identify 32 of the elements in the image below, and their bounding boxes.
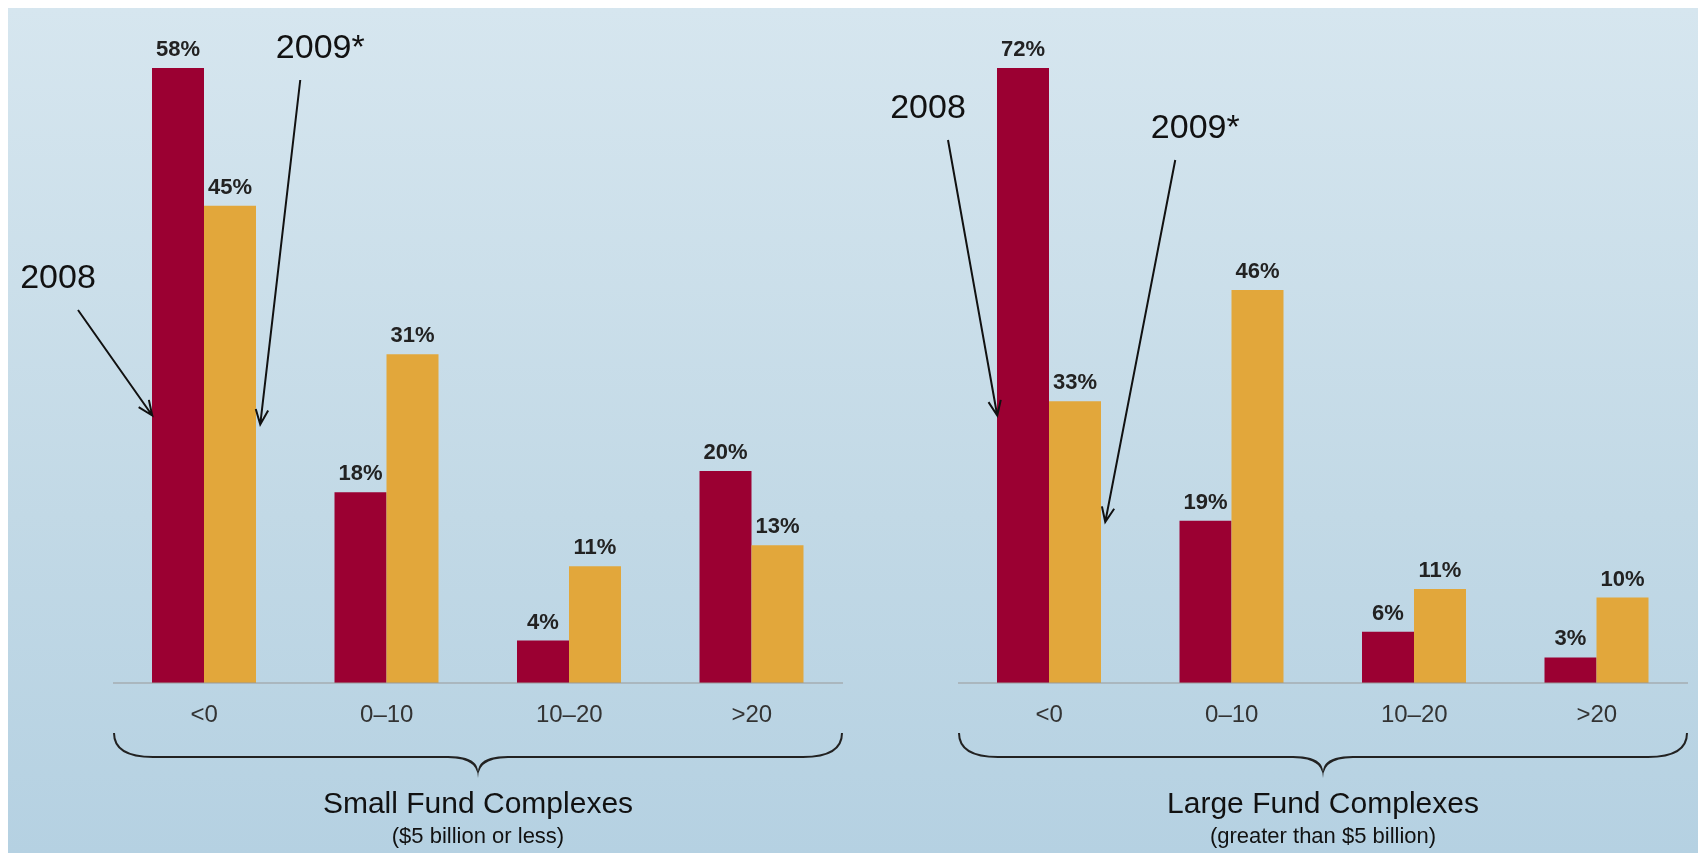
data-label: 11% bbox=[573, 534, 617, 560]
x-tick-label: 10–20 bbox=[1380, 700, 1448, 728]
data-label: 3% bbox=[1554, 625, 1587, 651]
x-tick-label: <0 bbox=[1035, 700, 1063, 728]
data-label: 46% bbox=[1235, 258, 1280, 284]
text: 2009* bbox=[1150, 107, 1240, 145]
x-axis-title: Small Fund Complexes bbox=[322, 786, 634, 819]
data-label: 19% bbox=[1183, 488, 1228, 514]
x-tick-label: <0 bbox=[190, 700, 218, 728]
x-tick-label: 0–10 bbox=[360, 700, 414, 728]
data-label: 10% bbox=[1600, 565, 1645, 591]
text: (greater than $5 billion) bbox=[1209, 823, 1437, 848]
data-label: 6% bbox=[1372, 599, 1404, 625]
data-label: 72% bbox=[1000, 36, 1046, 61]
x-tick-label: 0–10 bbox=[1205, 700, 1259, 728]
data-label: 18% bbox=[338, 460, 383, 486]
x-tick-label: 10–20 bbox=[535, 700, 603, 728]
data-label: 20% bbox=[703, 438, 748, 464]
data-label: 45% bbox=[207, 173, 253, 199]
text: ($5 billion or less) bbox=[391, 823, 565, 848]
data-label: 4% bbox=[527, 608, 559, 634]
series-label: 2008 bbox=[20, 257, 96, 295]
series-label: 2008 bbox=[890, 87, 966, 125]
x-axis-title: Large Fund Complexes bbox=[1167, 786, 1479, 819]
data-label: 11% bbox=[1418, 557, 1462, 583]
data-label: 58% bbox=[155, 36, 201, 61]
data-label: 33% bbox=[1052, 369, 1098, 395]
text: 2009* bbox=[275, 27, 365, 65]
data-label: 13% bbox=[755, 513, 800, 539]
data-label: 31% bbox=[390, 322, 435, 348]
x-tick-label: >20 bbox=[1576, 700, 1618, 728]
x-tick-label: >20 bbox=[731, 700, 773, 728]
